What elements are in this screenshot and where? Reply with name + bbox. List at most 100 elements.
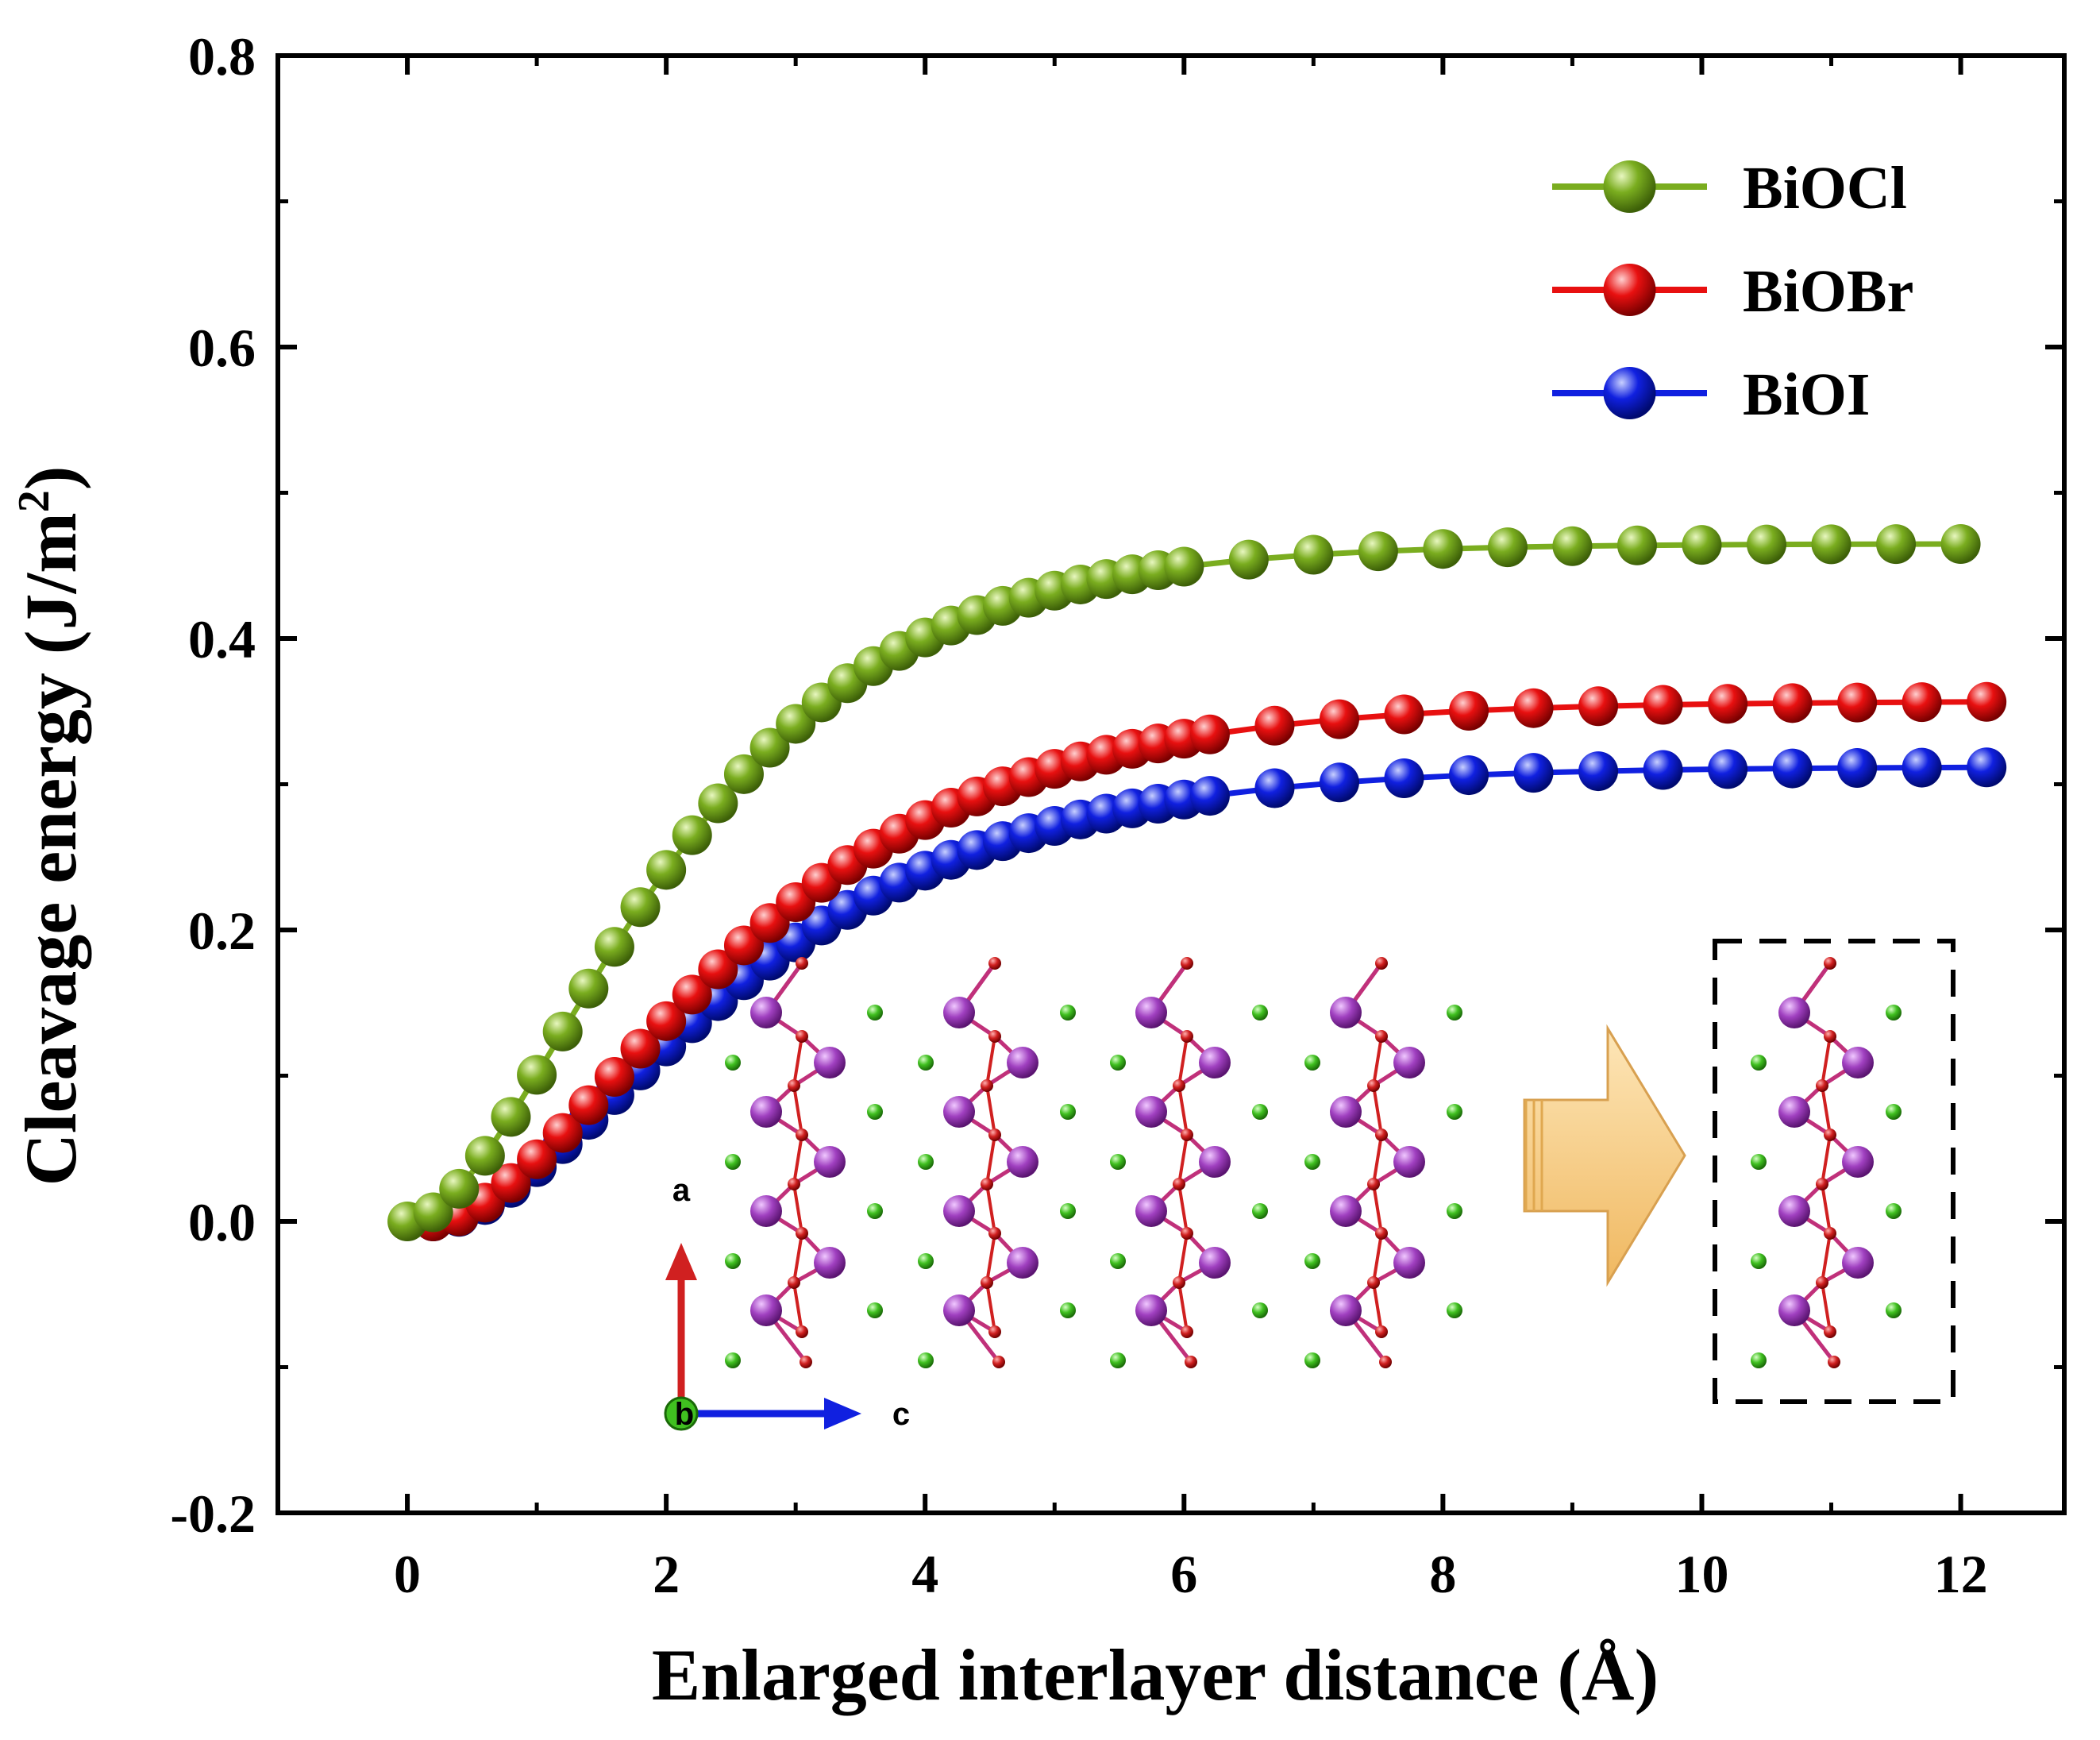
o-atom xyxy=(788,1276,800,1289)
o-atom xyxy=(1375,1030,1388,1043)
data-point-BiOCl xyxy=(1616,525,1657,565)
o-atom xyxy=(1824,1128,1836,1141)
axes: 0 2 4 6 8 10 12 -0.2 0.0 0.2 0.4 0.6 0.8 xyxy=(170,26,2067,1604)
data-point-BiOBr xyxy=(1189,714,1230,754)
bi-atom xyxy=(943,1195,975,1227)
halogen-column xyxy=(1886,1005,1902,1318)
bond xyxy=(1821,1282,1832,1333)
bond xyxy=(985,1085,996,1136)
bi-atom xyxy=(1778,1096,1810,1128)
o-atom xyxy=(1367,1276,1380,1289)
o-atom xyxy=(1181,1030,1193,1043)
data-point-BiOBr xyxy=(1837,682,1878,723)
bi-atom xyxy=(1778,1294,1810,1326)
o-atom xyxy=(788,1178,800,1190)
o-atom xyxy=(800,1356,812,1368)
o-atom xyxy=(788,1079,800,1092)
data-point-BiOCl xyxy=(620,887,661,928)
bond xyxy=(1372,1036,1383,1086)
data-point-BiOBr xyxy=(672,974,712,1015)
bi-atom xyxy=(814,1247,846,1279)
data-point-BiOCl xyxy=(1876,524,1917,565)
halogen-atom xyxy=(1447,1005,1462,1020)
halogen-atom xyxy=(1447,1203,1462,1219)
y-tick-label: -0.2 xyxy=(170,1483,256,1544)
bond xyxy=(792,1233,803,1283)
o-atom xyxy=(796,1030,808,1043)
bond xyxy=(1177,1134,1189,1185)
bi-atom xyxy=(1393,1247,1425,1279)
data-point-BiOI xyxy=(1967,747,2007,788)
data-point-BiOI xyxy=(1643,750,1683,790)
bi-atom xyxy=(814,1146,846,1178)
data-point-BiOI xyxy=(1772,748,1813,789)
x-tick-label: 4 xyxy=(911,1544,938,1604)
halogen-atom xyxy=(867,1302,883,1318)
o-atom xyxy=(988,1227,1001,1240)
data-point-BiOCl xyxy=(1940,524,1981,565)
halogen-atom xyxy=(918,1055,934,1071)
halogen-column xyxy=(867,1005,883,1318)
o-atom xyxy=(1173,1178,1185,1190)
arrow-body xyxy=(1523,1024,1686,1287)
crystal-layer xyxy=(750,957,846,1368)
data-point-BiOBr xyxy=(646,1001,687,1041)
halogen-atom xyxy=(1304,1154,1320,1170)
isolated-layer-box xyxy=(1713,939,1956,1404)
bond xyxy=(985,1282,996,1333)
y-tick-label: 0.2 xyxy=(188,901,256,961)
o-atom xyxy=(1828,1356,1840,1368)
data-point-BiOCl xyxy=(1293,534,1334,575)
halogen-column xyxy=(1447,1005,1462,1318)
lattice-axes: a b c xyxy=(664,1173,910,1432)
data-point-BiOI xyxy=(1513,753,1554,793)
y-tick-label: 0.8 xyxy=(188,26,256,87)
data-point-BiOBr xyxy=(568,1085,609,1125)
bi-atom xyxy=(1778,997,1810,1028)
data-point-BiOCl xyxy=(517,1055,557,1095)
bi-atom xyxy=(1842,1247,1874,1279)
bond xyxy=(1821,1036,1832,1086)
bond xyxy=(1372,1134,1383,1185)
data-point-BiOI xyxy=(1578,751,1619,792)
y-tick-label: 0.6 xyxy=(188,318,256,378)
halogen-atom xyxy=(1751,1055,1767,1071)
data-point-BiOBr xyxy=(620,1028,661,1069)
halogen-atom xyxy=(918,1154,934,1170)
halogen-atom xyxy=(1751,1154,1767,1170)
o-atom xyxy=(1181,1325,1193,1338)
o-atom xyxy=(1181,1227,1193,1240)
data-point-BiOCl xyxy=(413,1192,453,1233)
o-atom xyxy=(1379,1356,1392,1368)
cleave-arrow xyxy=(1523,1024,1686,1287)
o-atom xyxy=(1824,1227,1836,1240)
bi-atom xyxy=(1199,1047,1231,1078)
o-atom xyxy=(1375,957,1388,970)
bi-atom xyxy=(750,1195,782,1227)
halogen-atom xyxy=(1304,1253,1320,1269)
o-atom xyxy=(1367,1178,1380,1190)
crystal-layer xyxy=(1778,957,1874,1368)
series-layer xyxy=(387,524,2007,1241)
data-point-BiOBr xyxy=(1643,685,1683,725)
data-point-BiOCl xyxy=(723,754,764,794)
bond xyxy=(1821,1183,1832,1234)
o-atom xyxy=(1816,1178,1828,1190)
halogen-atom xyxy=(1252,1203,1268,1219)
data-point-BiOI xyxy=(1837,747,1878,788)
bi-atom xyxy=(1330,1096,1362,1128)
halogen-atom xyxy=(867,1203,883,1219)
halogen-atom xyxy=(1886,1005,1902,1020)
data-point-BiOCl xyxy=(749,727,790,768)
o-atom xyxy=(1181,1128,1193,1141)
halogen-atom xyxy=(918,1352,934,1368)
y-tick-label: 0.0 xyxy=(188,1192,256,1252)
data-point-BiOCl xyxy=(439,1168,480,1209)
halogen-column xyxy=(1110,1055,1126,1368)
o-atom xyxy=(1824,1030,1836,1043)
data-point-BiOBr xyxy=(698,949,738,990)
data-point-BiOCl xyxy=(1228,539,1269,580)
data-point-BiOCl xyxy=(1747,524,1786,565)
o-atom xyxy=(1181,957,1193,970)
bi-atom xyxy=(1393,1047,1425,1078)
